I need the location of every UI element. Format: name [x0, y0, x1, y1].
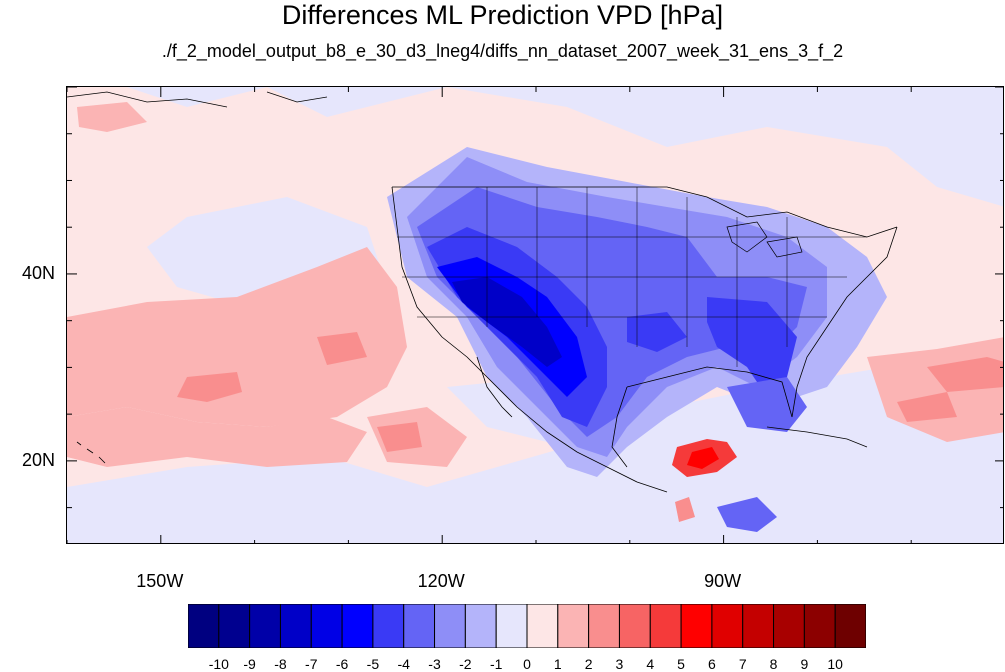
contour-florida-blue [727, 377, 807, 432]
contour-mid-red-pacific3 [377, 422, 422, 452]
colorbar-tick-label: 3 [615, 656, 624, 672]
us-west-coast [391, 186, 488, 378]
colorbar-tick-label: -8 [274, 656, 287, 672]
us-east-coast [791, 226, 898, 418]
axis-ticks [67, 87, 1003, 543]
map-panel [66, 86, 1004, 544]
colorbar-tick-label: 5 [677, 656, 685, 672]
contour-mid-red-east1 [927, 357, 1003, 392]
colorbar-tick-label: 4 [646, 656, 655, 672]
colorbar-swatch [618, 604, 651, 648]
colorbar-tick-label: -9 [243, 656, 256, 672]
lon-label-150w: 150W [136, 571, 184, 591]
colorbar-swatch [310, 604, 343, 648]
us-canada-border [392, 186, 898, 238]
state-lines [397, 187, 867, 367]
colorbar-tick-label: -5 [366, 656, 380, 672]
colorbar-swatch [680, 604, 713, 648]
colorbar-tick-label: -7 [305, 656, 318, 672]
colorbar-swatch [188, 604, 220, 648]
great-lakes [726, 221, 803, 258]
map-subtitle: ./f_2_model_output_b8_e_30_d3_lneg4/diff… [161, 41, 844, 61]
contour-map [67, 87, 1003, 543]
map-title: Differences ML Prediction VPD [hPa] [281, 0, 724, 30]
colorbar-tick-label: 10 [827, 656, 843, 672]
colorbar-tick-label: 1 [553, 656, 562, 672]
colorbar-swatch [773, 604, 805, 648]
contour-red-caribbean-core [687, 447, 719, 469]
colorbar-swatch [434, 604, 466, 648]
colorbar-swatch [742, 604, 775, 648]
colorbar-tick-label: 9 [800, 656, 809, 672]
colorbar-swatch [464, 604, 497, 648]
colorbar-swatch [649, 604, 682, 648]
colorbar-tick-label: 6 [708, 656, 716, 672]
colorbar-swatch [249, 604, 281, 648]
colorbar-swatch [341, 604, 374, 648]
colorbar-swatch [711, 604, 744, 648]
lat-label-40n: 40N [22, 262, 56, 283]
colorbar-swatch [588, 604, 620, 648]
baja-california [476, 356, 513, 418]
colorbar [188, 604, 866, 648]
colorbar-swatch [526, 604, 559, 648]
contour-land-blue-se [707, 297, 797, 397]
contour-pale-red-pacific-south [67, 407, 367, 467]
lon-label-90w: 90W [704, 571, 742, 591]
contour-pale-red-nw [77, 102, 147, 132]
colorbar-tick-label: 7 [738, 656, 747, 672]
colorbar-tick-label: -2 [459, 656, 472, 672]
colorbar-tick-label: -10 [208, 656, 229, 672]
contour-mid-red-east2 [897, 392, 957, 422]
cuba-outline [766, 426, 868, 448]
colorbar-swatch [557, 604, 590, 648]
contour-mid-red-pacific1 [177, 372, 242, 402]
contour-pale-red-pacific [67, 247, 407, 427]
colorbar-swatch [803, 604, 836, 648]
contour-mid-red-pacific2 [317, 332, 367, 365]
colorbar-tick-label: 8 [769, 656, 778, 672]
colorbar-tick-label: -4 [397, 656, 410, 672]
lon-label-120w: 120W [417, 571, 465, 591]
colorbar-swatch [279, 604, 312, 648]
colorbar-tick-label: -1 [489, 656, 503, 672]
colorbar-swatch [372, 604, 405, 648]
gulf-coast [626, 366, 793, 418]
hawaii-islands [76, 441, 106, 464]
colorbar-tick-label: 2 [584, 656, 593, 672]
contour-land-blue-8 [452, 277, 562, 367]
mexico-coast [486, 376, 668, 493]
colorbar-tick-label: -6 [335, 656, 349, 672]
colorbar-tick-label: -3 [428, 656, 441, 672]
contour-red-small-sw [675, 497, 695, 522]
colorbar-swatch [495, 604, 528, 648]
colorbar-swatch [403, 604, 436, 648]
lat-label-20n: 20N [22, 449, 56, 470]
contour-light-blue-north [67, 87, 1003, 207]
colorbar-swatch [218, 604, 251, 648]
colorbar-swatch [834, 604, 866, 648]
contour-land-blue-texas [627, 312, 687, 352]
alaska-coast [67, 91, 328, 108]
colorbar-tick-label: 0 [523, 656, 531, 672]
contour-blue-central-america [717, 497, 777, 532]
